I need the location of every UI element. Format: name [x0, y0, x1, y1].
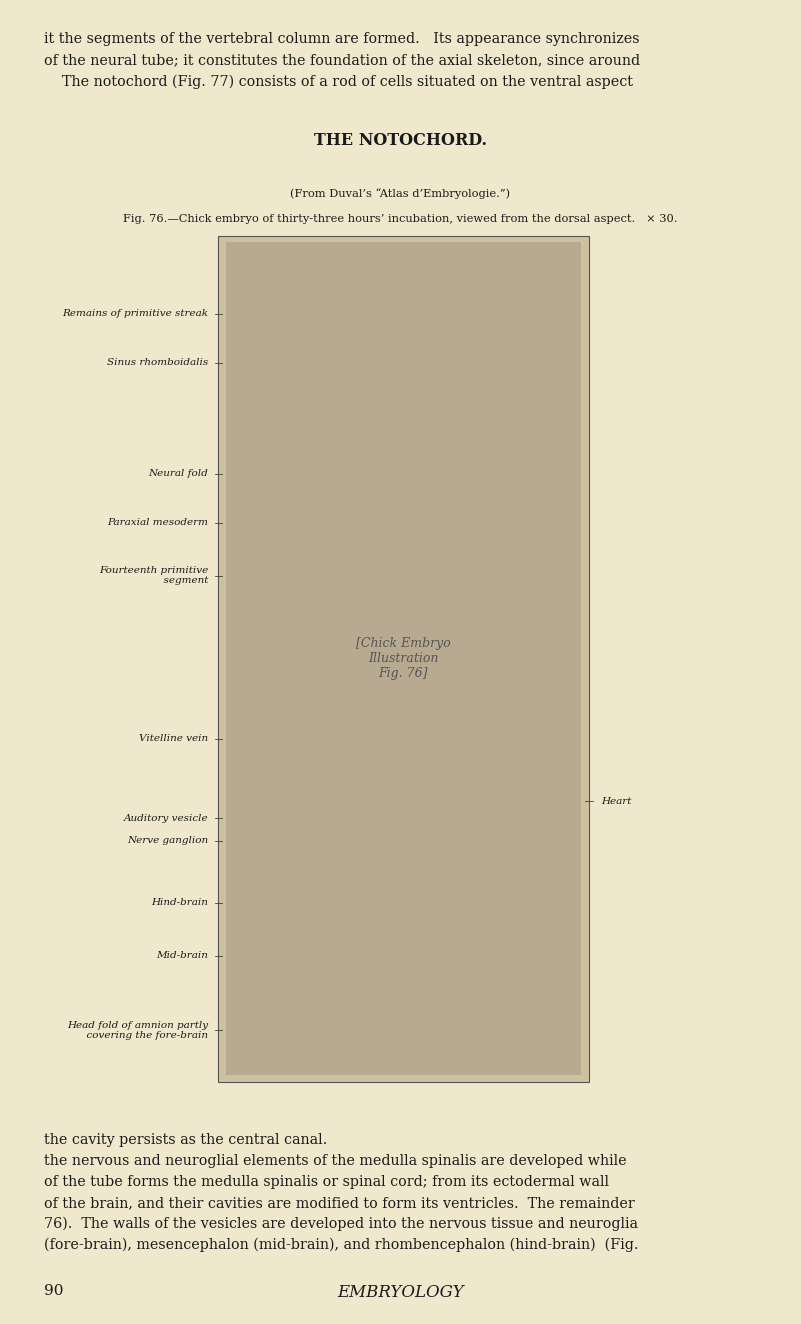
Text: Paraxial mesoderm: Paraxial mesoderm: [107, 519, 208, 527]
Text: (fore-brain), mesencephalon (mid-brain), and rhombencephalon (hind-brain)  (Fig.: (fore-brain), mesencephalon (mid-brain),…: [44, 1238, 638, 1253]
Text: of the tube forms the medulla spinalis or spinal cord; from its ectodermal wall: of the tube forms the medulla spinalis o…: [44, 1176, 609, 1189]
Text: 76).  The walls of the vesicles are developed into the nervous tissue and neurog: 76). The walls of the vesicles are devel…: [44, 1217, 638, 1231]
Text: Mid-brain: Mid-brain: [156, 952, 208, 960]
Text: the nervous and neuroglial elements of the medulla spinalis are developed while: the nervous and neuroglial elements of t…: [44, 1155, 626, 1168]
Text: 90: 90: [44, 1284, 63, 1299]
Text: Sinus rhomboidalis: Sinus rhomboidalis: [107, 359, 208, 367]
Text: it the segments of the vertebral column are formed.   Its appearance synchronize: it the segments of the vertebral column …: [44, 32, 639, 46]
Text: Auditory vesicle: Auditory vesicle: [123, 814, 208, 822]
Text: Head fold of amnion partly
  covering the fore-brain: Head fold of amnion partly covering the …: [67, 1021, 208, 1039]
Text: Fig. 76.—Chick embryo of thirty-three hours’ incubation, viewed from the dorsal : Fig. 76.—Chick embryo of thirty-three ho…: [123, 214, 678, 225]
Text: Nerve ganglion: Nerve ganglion: [127, 837, 208, 845]
Text: Fourteenth primitive
      segment: Fourteenth primitive segment: [99, 567, 208, 585]
Text: of the brain, and their cavities are modified to form its ventricles.  The remai: of the brain, and their cavities are mod…: [44, 1196, 635, 1210]
Text: THE NOTOCHORD.: THE NOTOCHORD.: [314, 132, 487, 150]
Text: (From Duval’s “Atlas d’Embryologie.”): (From Duval’s “Atlas d’Embryologie.”): [291, 188, 510, 199]
Text: Remains of primitive streak: Remains of primitive streak: [62, 310, 208, 318]
Text: Heart: Heart: [601, 797, 631, 805]
Text: The notochord (Fig. 77) consists of a rod of cells situated on the ventral aspec: The notochord (Fig. 77) consists of a ro…: [44, 74, 633, 89]
Text: of the neural tube; it constitutes the foundation of the axial skeleton, since a: of the neural tube; it constitutes the f…: [44, 53, 640, 68]
Bar: [226, 242, 581, 1075]
Text: Hind-brain: Hind-brain: [151, 899, 208, 907]
Text: [Chick Embryo
Illustration
Fig. 76]: [Chick Embryo Illustration Fig. 76]: [356, 637, 451, 681]
Bar: [218, 236, 589, 1082]
Text: Vitelline vein: Vitelline vein: [139, 735, 208, 743]
Text: the cavity persists as the central canal.: the cavity persists as the central canal…: [44, 1133, 328, 1148]
Text: Neural fold: Neural fold: [148, 470, 208, 478]
Text: EMBRYOLOGY: EMBRYOLOGY: [337, 1284, 464, 1301]
